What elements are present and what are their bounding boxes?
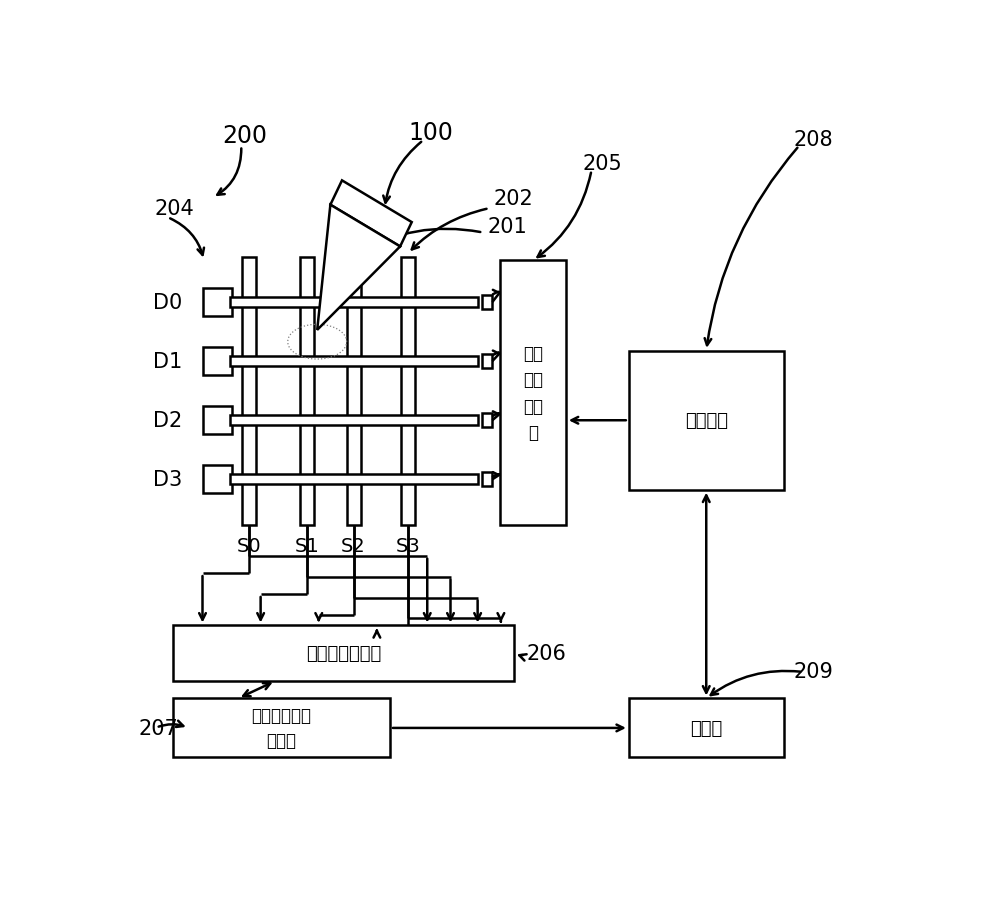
Bar [401, 258, 415, 525]
Bar [482, 414, 492, 428]
Bar [482, 473, 492, 487]
Bar [230, 416, 478, 426]
Text: S2: S2 [341, 537, 366, 556]
Bar [202, 407, 232, 435]
Bar [173, 626, 514, 681]
Bar [230, 475, 478, 484]
Text: 209: 209 [793, 661, 833, 681]
Text: 201: 201 [488, 216, 527, 236]
Bar [230, 357, 478, 366]
Text: 驱动电路: 驱动电路 [685, 412, 728, 429]
Bar [347, 258, 361, 525]
Text: 多路开关选择器: 多路开关选择器 [306, 644, 381, 662]
Text: S1: S1 [295, 537, 320, 556]
Polygon shape [330, 181, 412, 247]
Text: D0: D0 [153, 293, 182, 313]
Bar [482, 296, 492, 309]
Text: D2: D2 [153, 410, 182, 431]
Text: 207: 207 [139, 718, 179, 738]
Text: 202: 202 [493, 189, 533, 208]
Text: S3: S3 [396, 537, 420, 556]
Text: 信号采集与解
调电路: 信号采集与解 调电路 [252, 706, 312, 750]
Bar [242, 258, 256, 525]
Text: D3: D3 [153, 470, 182, 490]
Bar [202, 348, 232, 375]
Bar [173, 698, 390, 758]
Bar [500, 261, 566, 525]
Text: 多路
开关
选择
器: 多路 开关 选择 器 [523, 345, 543, 442]
Bar [202, 466, 232, 493]
Text: 206: 206 [526, 643, 566, 664]
Bar [482, 354, 492, 369]
Text: 处理器: 处理器 [690, 719, 722, 737]
Text: 205: 205 [582, 154, 622, 174]
Text: 204: 204 [154, 199, 194, 219]
Text: 200: 200 [223, 124, 268, 148]
Text: D1: D1 [153, 352, 182, 372]
Bar [202, 289, 232, 317]
Bar [629, 351, 784, 490]
Bar [230, 298, 478, 308]
Text: 208: 208 [793, 130, 833, 150]
Text: S0: S0 [237, 537, 261, 556]
Bar [300, 258, 314, 525]
Bar [629, 698, 784, 758]
Text: 100: 100 [409, 121, 454, 144]
Polygon shape [317, 206, 400, 330]
